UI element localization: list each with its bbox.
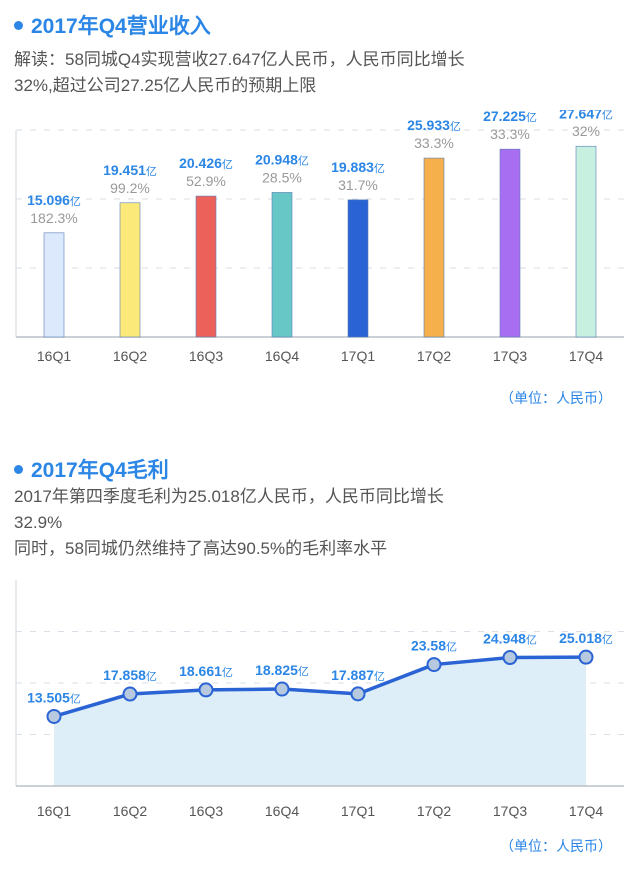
- value-unit-16Q3: 亿: [222, 158, 233, 171]
- gross-profit-section-title: 2017年Q4毛利: [14, 454, 169, 484]
- bar-17Q2: [423, 157, 445, 338]
- tick-label-17Q1: 17Q1: [341, 803, 375, 819]
- bar-16Q1: [43, 232, 65, 338]
- value-label-17Q1: 19.883亿: [331, 159, 385, 175]
- value-unit-16Q4: 亿: [298, 665, 309, 678]
- value-label-16Q2: 17.858亿: [103, 667, 157, 683]
- value-unit-17Q2: 亿: [450, 120, 461, 133]
- gp-desc-line3: 同时，58同城仍然维持了高达90.5%的毛利率水平: [14, 539, 388, 558]
- value-unit-16Q1: 亿: [70, 195, 81, 208]
- tick-label-17Q3: 17Q3: [493, 348, 527, 364]
- point-17Q3: [502, 650, 518, 666]
- tick-label-17Q2: 17Q2: [417, 803, 451, 819]
- point-17Q2: [426, 657, 442, 673]
- revenue-unit-label: （单位：人民币）: [500, 390, 612, 406]
- gross-profit-unit-label: （单位：人民币）: [500, 838, 612, 854]
- value-unit-17Q4: 亿: [602, 110, 613, 121]
- bar-17Q1: [347, 199, 369, 338]
- growth-label-17Q4: 32%: [572, 123, 600, 139]
- bullet-dot-icon: [14, 465, 23, 474]
- gross-profit-area-chart: 13.505亿 16Q1 17.858亿 16Q2 18.661亿 16Q3 18.825亿…: [15, 580, 624, 819]
- bar-17Q3: [499, 148, 521, 338]
- value-label-17Q4: 27.647亿: [559, 110, 613, 121]
- value-unit-17Q2: 亿: [446, 641, 457, 654]
- value-unit-17Q4: 亿: [602, 633, 613, 646]
- bar-16Q3: [195, 195, 217, 338]
- gross-profit-title-text: 2017年Q4毛利: [31, 459, 169, 482]
- value-unit-16Q4: 亿: [298, 154, 309, 167]
- gp-desc-line2: 32.9%: [14, 513, 63, 532]
- value-label-16Q4: 20.948亿: [255, 151, 309, 167]
- gross-profit-description: 2017年第四季度毛利为25.018亿人民币，人民币同比增长 32.9% 同时，…: [14, 484, 624, 562]
- point-16Q1: [46, 708, 62, 724]
- tick-label-17Q2: 17Q2: [417, 348, 451, 364]
- tick-label-16Q3: 16Q3: [189, 348, 223, 364]
- growth-label-17Q1: 31.7%: [338, 177, 378, 193]
- gp-desc-line1: 2017年第四季度毛利为25.018亿人民币，人民币同比增长: [14, 487, 444, 506]
- tick-label-16Q4: 16Q4: [265, 803, 299, 819]
- tick-label-17Q4: 17Q4: [569, 803, 603, 819]
- revenue-desc-line2: 32%,超过公司27.25亿人民币的预期上限: [14, 76, 317, 95]
- value-label-17Q3: 24.948亿: [483, 631, 537, 647]
- point-16Q3: [198, 682, 214, 698]
- tick-label-17Q3: 17Q3: [493, 803, 527, 819]
- value-unit-16Q2: 亿: [146, 670, 157, 683]
- value-label-17Q4: 25.018亿: [559, 630, 613, 646]
- value-label-17Q3: 27.225亿: [483, 110, 537, 124]
- value-unit-16Q3: 亿: [222, 666, 233, 679]
- value-unit-16Q2: 亿: [146, 165, 157, 178]
- point-17Q1: [350, 686, 366, 702]
- bar-16Q2: [119, 202, 141, 338]
- growth-label-16Q2: 99.2%: [110, 180, 150, 196]
- growth-label-16Q1: 182.3%: [30, 210, 77, 226]
- revenue-title-text: 2017年Q4营业收入: [31, 15, 211, 38]
- tick-label-17Q4: 17Q4: [569, 348, 603, 364]
- value-unit-17Q3: 亿: [526, 111, 537, 124]
- value-label-17Q2: 25.933亿: [407, 117, 461, 133]
- tick-label-16Q2: 16Q2: [113, 803, 147, 819]
- value-unit-17Q1: 亿: [374, 670, 385, 683]
- tick-label-16Q1: 16Q1: [37, 803, 71, 819]
- growth-label-17Q2: 33.3%: [414, 135, 454, 151]
- point-16Q4: [274, 681, 290, 697]
- tick-label-16Q4: 16Q4: [265, 348, 299, 364]
- area-fill: [54, 657, 586, 786]
- series-line: [53, 655, 587, 719]
- bar-16Q4: [271, 192, 293, 338]
- value-label-16Q3: 18.661亿: [179, 663, 233, 679]
- value-unit-16Q1: 亿: [70, 692, 81, 705]
- tick-label-16Q3: 16Q3: [189, 803, 223, 819]
- bar-17Q4: [575, 145, 597, 338]
- tick-label-16Q2: 16Q2: [113, 348, 147, 364]
- value-label-16Q1: 15.096亿: [27, 192, 81, 208]
- revenue-description: 解读：58同城Q4实现营收27.647亿人民币，人民币同比增长 32%,超过公司…: [14, 47, 624, 99]
- revenue-desc-line1: 解读：58同城Q4实现营收27.647亿人民币，人民币同比增长: [14, 50, 465, 69]
- revenue-bar-chart: 15.096亿 182.3% 16Q1 19.451亿 99.2% 16Q2 20.426亿…: [15, 110, 624, 364]
- value-label-16Q3: 20.426亿: [179, 155, 233, 171]
- revenue-section-title: 2017年Q4营业收入: [14, 10, 211, 40]
- point-17Q4: [578, 649, 594, 665]
- value-unit-17Q1: 亿: [374, 162, 385, 175]
- value-unit-17Q3: 亿: [526, 634, 537, 647]
- value-label-16Q1: 13.505亿: [27, 689, 81, 705]
- growth-label-17Q3: 33.3%: [490, 126, 530, 142]
- tick-label-16Q1: 16Q1: [37, 348, 71, 364]
- value-label-16Q2: 19.451亿: [103, 162, 157, 178]
- tick-label-17Q1: 17Q1: [341, 348, 375, 364]
- growth-label-16Q3: 52.9%: [186, 173, 226, 189]
- growth-label-16Q4: 28.5%: [262, 169, 302, 185]
- bullet-dot-icon: [14, 21, 23, 30]
- value-label-17Q2: 23.58亿: [411, 638, 457, 654]
- value-label-16Q4: 18.825亿: [255, 662, 309, 678]
- point-16Q2: [122, 686, 138, 702]
- value-label-17Q1: 17.887亿: [331, 667, 385, 683]
